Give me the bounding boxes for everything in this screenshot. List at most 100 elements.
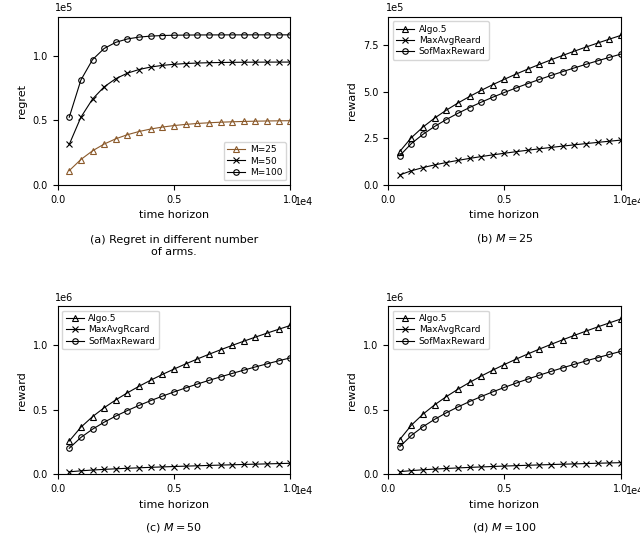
MaxAvgRcard [240, 461, 248, 468]
M=25 [147, 126, 154, 132]
Algo.5 [431, 402, 438, 408]
Y-axis label: reward: reward [348, 371, 357, 410]
M=100 [252, 31, 259, 38]
Algo.5 [77, 424, 84, 431]
MaxAvgReard [559, 143, 566, 150]
MaxAvgReard [442, 159, 450, 166]
Algo.5 [594, 40, 602, 46]
MaxAvgRcard [263, 460, 271, 467]
Algo.5 [594, 324, 602, 330]
SofMaxReward [605, 54, 613, 61]
Legend: Algo.5, MaxAvgReard, SofMaxReward: Algo.5, MaxAvgReard, SofMaxReward [392, 21, 489, 60]
SofMaxReward [454, 403, 461, 410]
Y-axis label: reward: reward [348, 81, 357, 120]
M=100 [77, 76, 84, 83]
MaxAvgRcard [419, 466, 427, 473]
Line: SofMaxReward: SofMaxReward [397, 51, 623, 158]
SofMaxReward [536, 372, 543, 378]
M=50 [65, 141, 73, 148]
MaxAvgRcard [547, 461, 555, 468]
MaxAvgRcard [159, 464, 166, 470]
Algo.5 [477, 87, 485, 94]
SofMaxReward [442, 410, 450, 416]
Algo.5 [489, 81, 497, 88]
MaxAvgReard [489, 152, 497, 158]
SofMaxReward [524, 80, 532, 87]
Algo.5 [419, 411, 427, 417]
MaxAvgReard [582, 140, 589, 147]
M=100 [275, 31, 282, 38]
M=50 [112, 75, 120, 82]
SofMaxReward [617, 348, 625, 355]
Text: 1e4: 1e4 [295, 197, 313, 206]
SofMaxReward [594, 57, 602, 64]
M=25 [124, 131, 131, 138]
Algo.5 [170, 365, 178, 372]
Line: M=100: M=100 [67, 32, 293, 120]
Algo.5 [217, 347, 225, 353]
SofMaxReward [396, 152, 404, 159]
Algo.5 [582, 328, 589, 334]
SofMaxReward [559, 364, 566, 371]
MaxAvgRcard [135, 464, 143, 471]
Algo.5 [135, 383, 143, 389]
SofMaxReward [170, 388, 178, 395]
Text: 1e6: 1e6 [386, 293, 404, 302]
Algo.5 [252, 334, 259, 340]
Algo.5 [617, 32, 625, 39]
Algo.5 [396, 148, 404, 155]
MaxAvgRcard [524, 462, 532, 469]
M=25 [170, 122, 178, 129]
M=25 [228, 118, 236, 125]
M=50 [170, 61, 178, 68]
MaxAvgReard [536, 146, 543, 152]
M=25 [240, 118, 248, 125]
MaxAvgRcard [193, 463, 201, 469]
SofMaxReward [263, 360, 271, 367]
MaxAvgRcard [100, 466, 108, 473]
M=25 [275, 118, 282, 124]
Algo.5 [442, 393, 450, 400]
SofMaxReward [112, 413, 120, 420]
MaxAvgRcard [182, 463, 189, 469]
Algo.5 [228, 342, 236, 349]
M=25 [100, 141, 108, 147]
M=100 [287, 31, 294, 38]
M=50 [124, 70, 131, 76]
MaxAvgRcard [287, 460, 294, 466]
M=50 [77, 114, 84, 121]
M=25 [193, 120, 201, 127]
Legend: M=25, M=50, M=100: M=25, M=50, M=100 [223, 142, 286, 180]
Algo.5 [65, 437, 73, 444]
M=50 [182, 60, 189, 67]
SofMaxReward [524, 376, 532, 382]
SofMaxReward [182, 384, 189, 391]
Algo.5 [442, 107, 450, 113]
MaxAvgReard [547, 144, 555, 151]
Y-axis label: regret: regret [17, 84, 27, 118]
SofMaxReward [454, 110, 461, 117]
SofMaxReward [217, 373, 225, 380]
Text: 1e4: 1e4 [625, 486, 640, 496]
SofMaxReward [147, 397, 154, 404]
SofMaxReward [582, 358, 589, 364]
SofMaxReward [477, 99, 485, 105]
MaxAvgRcard [112, 465, 120, 472]
M=100 [100, 45, 108, 52]
SofMaxReward [419, 424, 427, 430]
Algo.5 [536, 346, 543, 353]
Algo.5 [524, 66, 532, 73]
SofMaxReward [419, 131, 427, 138]
M=100 [193, 32, 201, 39]
Text: (b) $M = 25$: (b) $M = 25$ [476, 232, 533, 245]
SofMaxReward [547, 72, 555, 79]
SofMaxReward [594, 354, 602, 361]
Algo.5 [547, 341, 555, 348]
MaxAvgRcard [65, 469, 73, 475]
Algo.5 [205, 351, 212, 358]
Algo.5 [466, 379, 474, 386]
MaxAvgRcard [477, 464, 485, 470]
SofMaxReward [570, 361, 578, 368]
MaxAvgReard [419, 164, 427, 171]
Algo.5 [617, 316, 625, 323]
